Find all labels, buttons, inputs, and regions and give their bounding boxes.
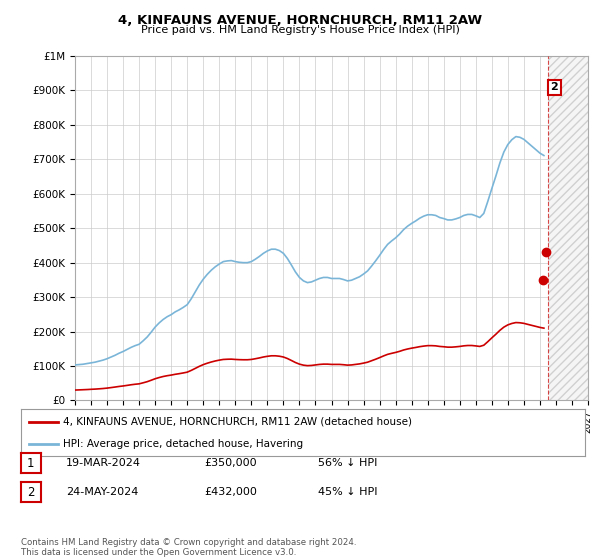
Text: 19-MAR-2024: 19-MAR-2024 bbox=[66, 458, 141, 468]
Text: Price paid vs. HM Land Registry's House Price Index (HPI): Price paid vs. HM Land Registry's House … bbox=[140, 25, 460, 35]
Text: Contains HM Land Registry data © Crown copyright and database right 2024.
This d: Contains HM Land Registry data © Crown c… bbox=[21, 538, 356, 557]
Text: £350,000: £350,000 bbox=[204, 458, 257, 468]
Text: 45% ↓ HPI: 45% ↓ HPI bbox=[318, 487, 377, 497]
Text: HPI: Average price, detached house, Havering: HPI: Average price, detached house, Have… bbox=[64, 438, 304, 449]
Text: 4, KINFAUNS AVENUE, HORNCHURCH, RM11 2AW: 4, KINFAUNS AVENUE, HORNCHURCH, RM11 2AW bbox=[118, 14, 482, 27]
Text: 2: 2 bbox=[550, 82, 558, 92]
Text: 4, KINFAUNS AVENUE, HORNCHURCH, RM11 2AW (detached house): 4, KINFAUNS AVENUE, HORNCHURCH, RM11 2AW… bbox=[64, 417, 412, 427]
Text: 56% ↓ HPI: 56% ↓ HPI bbox=[318, 458, 377, 468]
Text: £432,000: £432,000 bbox=[204, 487, 257, 497]
Text: 1: 1 bbox=[27, 456, 35, 470]
Bar bbox=[548, 56, 588, 400]
Text: 24-MAY-2024: 24-MAY-2024 bbox=[66, 487, 139, 497]
Text: 2: 2 bbox=[27, 486, 35, 499]
